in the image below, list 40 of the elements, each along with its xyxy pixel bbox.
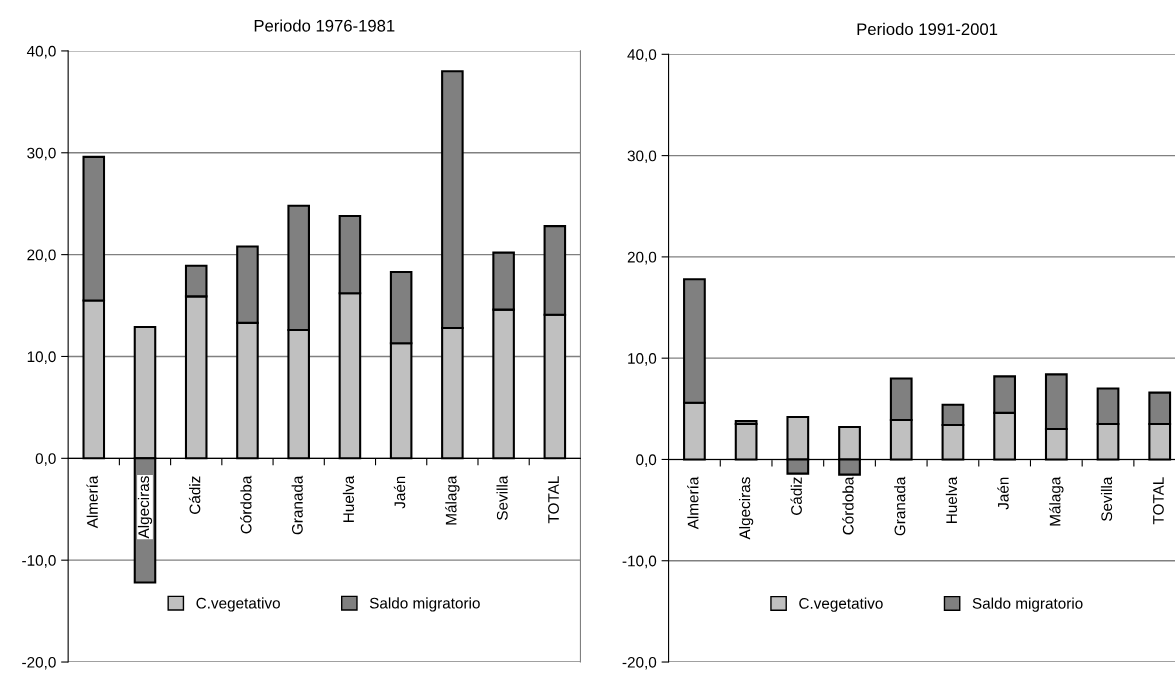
x-tick-label: Cádiz	[790, 477, 802, 515]
y-tick-label: -10,0	[22, 555, 56, 568]
x-tick-label: Jaén	[393, 476, 406, 509]
x-tick-label: Málaga	[1049, 476, 1064, 526]
y-tick-label: -20,0	[622, 656, 657, 670]
y-tick-label: 10,0	[27, 351, 56, 364]
x-tick-label: Algeciras	[137, 476, 153, 539]
x-tick-label: Jaén	[997, 477, 1009, 510]
x-tick-label: TOTAL	[548, 476, 559, 524]
y-tick-label: 20,0	[627, 251, 657, 265]
x-tick-label: Almería	[687, 476, 699, 530]
chart-title: Periodo 1976-1981	[254, 19, 395, 32]
x-tick-label: Málaga	[445, 475, 460, 525]
x-tick-label: Huelva	[342, 475, 355, 522]
x-tick-label: Córdoba	[240, 475, 252, 534]
chart-title: Periodo 1991-2001	[857, 22, 998, 36]
x-tick-label: Sevilla	[496, 475, 508, 520]
legend-label: Saldo migratorio	[972, 597, 1083, 612]
y-tick-label: 40,0	[26, 45, 56, 59]
x-tick-label: Huelva	[945, 476, 958, 523]
y-tick-label: 0,0	[636, 454, 657, 467]
x-tick-label: Córdoba	[842, 476, 854, 535]
x-tick-label: Granada	[291, 475, 303, 535]
legend-label: C.vegetativo	[196, 597, 280, 612]
x-tick-label: Algeciras	[739, 477, 754, 540]
y-tick-label: 30,0	[27, 147, 56, 161]
y-tick-label: -10,0	[622, 555, 657, 569]
x-tick-label: Almería	[86, 475, 98, 529]
x-tick-label: TOTAL	[1153, 477, 1164, 525]
x-tick-label: Cádiz	[188, 476, 201, 514]
x-tick-label: Sevilla	[1100, 476, 1113, 521]
y-tick-label: -20,0	[22, 656, 56, 670]
y-tick-label: 0,0	[35, 453, 56, 466]
y-tick-label: 20,0	[27, 249, 56, 263]
x-tick-label: Granada	[894, 476, 906, 536]
legend-label: Saldo migratorio	[369, 597, 480, 612]
y-tick-label: 30,0	[627, 150, 657, 164]
y-tick-label: 40,0	[627, 49, 657, 62]
legend-label: C.vegetativo	[799, 597, 883, 612]
y-tick-label: 10,0	[628, 353, 657, 366]
